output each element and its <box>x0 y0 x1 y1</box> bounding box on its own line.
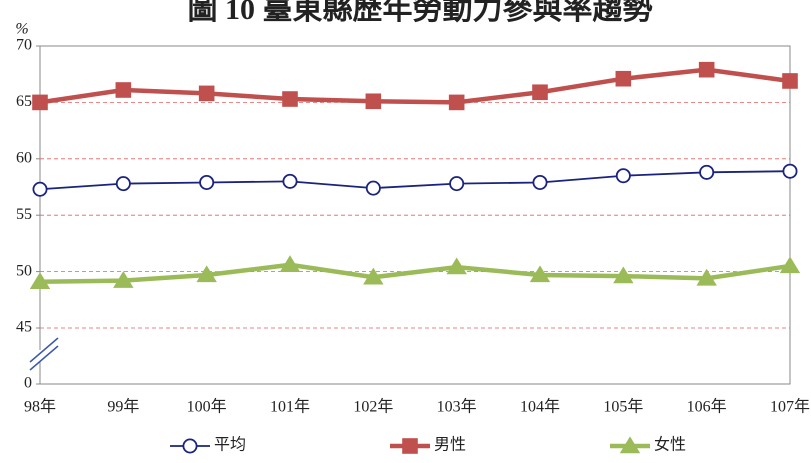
point <box>619 436 641 454</box>
point <box>115 82 132 98</box>
point <box>613 266 634 284</box>
point <box>529 265 551 283</box>
x-tick-label: 98年 <box>24 398 56 416</box>
legend-label: 平均 <box>214 436 246 454</box>
axis-break <box>29 345 59 371</box>
point <box>532 174 548 190</box>
axis-break <box>29 337 59 363</box>
y-tick-label: 45 <box>16 319 32 336</box>
point <box>115 176 131 192</box>
y-tick-label: 70 <box>16 37 32 54</box>
point <box>32 181 48 197</box>
point <box>615 168 631 184</box>
y-tick-label: 0 <box>24 375 32 392</box>
series-line <box>39 262 791 285</box>
point <box>779 256 801 274</box>
point <box>532 84 548 101</box>
y-tick-label: 60 <box>16 149 32 166</box>
x-tick-label: 101年 <box>270 398 310 416</box>
y-axis-label: % <box>15 21 28 38</box>
x-tick-label: 106年 <box>687 398 727 416</box>
point <box>32 94 48 111</box>
axis-break-gap <box>34 350 46 362</box>
y-tick-label: 55 <box>16 206 32 223</box>
point <box>113 271 134 288</box>
point <box>365 180 381 196</box>
point <box>279 255 301 273</box>
point <box>182 438 198 454</box>
point <box>782 163 798 179</box>
point <box>446 257 467 275</box>
y-tick-label: 65 <box>16 93 32 110</box>
point <box>198 85 215 102</box>
point <box>199 174 215 190</box>
point <box>365 93 382 110</box>
point <box>696 268 717 286</box>
point <box>196 265 217 283</box>
x-tick-label: 100年 <box>187 398 227 416</box>
series-line <box>39 170 791 191</box>
point <box>282 91 298 107</box>
point <box>402 438 418 454</box>
x-tick-label: 102年 <box>353 398 393 416</box>
point <box>448 94 465 111</box>
point <box>363 267 384 285</box>
legend-label: 男性 <box>434 436 466 454</box>
x-tick-label: 107年 <box>770 398 810 416</box>
point <box>449 176 465 192</box>
y-tick-label: 50 <box>16 262 32 279</box>
x-tick-label: 104年 <box>520 398 560 416</box>
point <box>615 70 632 87</box>
point <box>282 173 298 189</box>
x-tick-label: 99年 <box>107 398 139 416</box>
x-tick-label: 103年 <box>437 398 477 416</box>
point <box>699 164 715 180</box>
series-line <box>39 67 791 105</box>
point <box>29 272 51 289</box>
x-tick-label: 105年 <box>603 398 643 416</box>
point <box>698 61 715 78</box>
chart-title: 圖 10 臺東縣歷年勞動力參與率趨勢 <box>188 0 653 26</box>
point <box>782 73 798 89</box>
legend-label: 女性 <box>654 435 686 454</box>
